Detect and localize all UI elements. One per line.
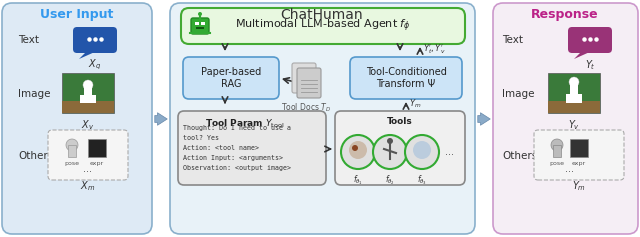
Text: $X_v$: $X_v$: [81, 118, 95, 132]
Text: ChatHuman: ChatHuman: [281, 8, 364, 22]
Text: Others: Others: [18, 151, 53, 161]
Text: Action: <tool name>: Action: <tool name>: [183, 145, 259, 151]
Text: $f_{\theta_1}$: $f_{\theta_1}$: [353, 173, 363, 187]
FancyBboxPatch shape: [534, 130, 624, 180]
Text: User Input: User Input: [40, 8, 114, 21]
Circle shape: [198, 12, 202, 16]
Text: ...: ...: [445, 147, 454, 157]
Text: Others: Others: [502, 151, 537, 161]
Circle shape: [352, 145, 358, 151]
Bar: [566, 94, 582, 103]
Text: Tool-Conditioned
Transform Ψ: Tool-Conditioned Transform Ψ: [365, 67, 447, 89]
Text: Image: Image: [18, 89, 51, 99]
FancyBboxPatch shape: [350, 57, 462, 99]
Text: ...: ...: [83, 164, 93, 174]
FancyBboxPatch shape: [178, 111, 326, 185]
Circle shape: [373, 135, 407, 169]
Circle shape: [405, 135, 439, 169]
Text: $X_q$: $X_q$: [88, 58, 102, 72]
FancyBboxPatch shape: [170, 3, 475, 234]
Text: tool? Yes: tool? Yes: [183, 135, 219, 141]
Bar: [548, 73, 600, 113]
Text: Text: Text: [502, 35, 523, 45]
Text: $f_{\theta_3}$: $f_{\theta_3}$: [417, 173, 427, 187]
Circle shape: [349, 141, 367, 159]
Text: Tools: Tools: [387, 117, 413, 126]
Text: Image: Image: [502, 89, 534, 99]
FancyBboxPatch shape: [493, 3, 638, 234]
Bar: [548, 101, 600, 113]
FancyBboxPatch shape: [335, 111, 465, 185]
Text: pose: pose: [65, 161, 79, 166]
FancyArrowPatch shape: [155, 113, 167, 125]
Bar: [553, 145, 561, 157]
FancyBboxPatch shape: [181, 8, 465, 44]
Bar: [84, 85, 92, 97]
Text: Response: Response: [531, 8, 599, 21]
Text: Text: Text: [18, 35, 39, 45]
FancyBboxPatch shape: [297, 68, 321, 98]
Text: $Y_v$: $Y_v$: [568, 118, 580, 132]
FancyArrowPatch shape: [478, 113, 490, 125]
FancyBboxPatch shape: [48, 130, 128, 180]
Text: Thought: Do I need to use a: Thought: Do I need to use a: [183, 125, 291, 131]
Bar: [68, 145, 76, 157]
Text: $X_m$: $X_m$: [81, 179, 95, 193]
Text: Action Input: <arguments>: Action Input: <arguments>: [183, 155, 283, 161]
Text: $Y_m$: $Y_m$: [409, 98, 422, 110]
Bar: [195, 22, 199, 25]
Text: expr: expr: [572, 161, 586, 166]
Text: $f_{\theta_2}$: $f_{\theta_2}$: [385, 173, 395, 187]
Text: $Y_t', Y_v'$: $Y_t', Y_v'$: [423, 42, 445, 56]
Text: Observation: <output image>: Observation: <output image>: [183, 165, 291, 171]
FancyBboxPatch shape: [292, 63, 316, 93]
Text: $Y_t$: $Y_t$: [584, 58, 595, 72]
Text: expr: expr: [90, 161, 104, 166]
Text: $Y_m$: $Y_m$: [572, 179, 586, 193]
Text: ...: ...: [566, 164, 575, 174]
Text: Paper-based
RAG: Paper-based RAG: [201, 67, 261, 89]
Circle shape: [569, 77, 579, 87]
FancyBboxPatch shape: [73, 27, 117, 53]
FancyBboxPatch shape: [568, 27, 612, 53]
FancyBboxPatch shape: [2, 3, 152, 234]
Text: Tool Docs $T_D$: Tool Docs $T_D$: [281, 101, 331, 114]
Circle shape: [551, 139, 563, 151]
FancyBboxPatch shape: [183, 57, 279, 99]
Text: Multimodal LLM-based Agent $f_\phi$: Multimodal LLM-based Agent $f_\phi$: [235, 18, 411, 34]
Text: Tool Param $Y_{\rm tool}$: Tool Param $Y_{\rm tool}$: [205, 117, 284, 129]
Bar: [62, 101, 114, 113]
Bar: [62, 73, 114, 113]
Bar: [201, 22, 205, 25]
Bar: [570, 139, 588, 157]
Polygon shape: [79, 51, 97, 59]
Bar: [570, 82, 578, 95]
Circle shape: [341, 135, 375, 169]
Circle shape: [413, 141, 431, 159]
Bar: [88, 139, 106, 157]
Polygon shape: [574, 51, 592, 59]
Circle shape: [387, 138, 393, 144]
Circle shape: [83, 80, 93, 90]
Bar: [196, 27, 204, 29]
FancyBboxPatch shape: [191, 18, 209, 34]
Circle shape: [66, 139, 78, 151]
Bar: [80, 95, 96, 103]
Text: pose: pose: [550, 161, 564, 166]
